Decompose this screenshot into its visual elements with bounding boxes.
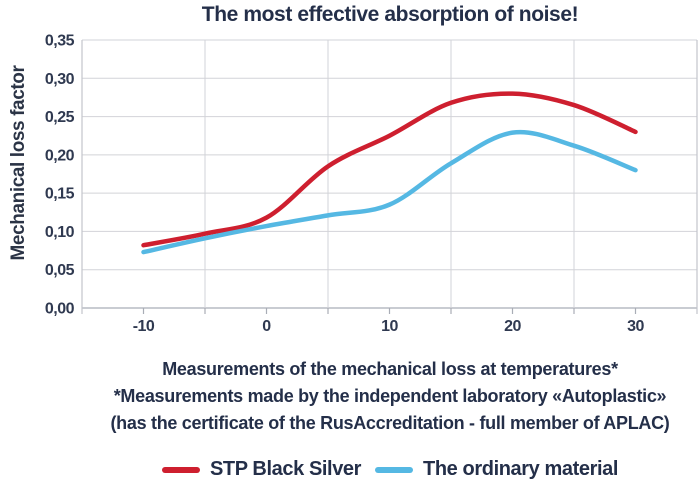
legend-swatch-blue-line bbox=[375, 466, 414, 473]
chart-plot-area: 0,35 0,30 0,25 0,20 0,15 0,10 0,05 0,00 -10 0 10 20… bbox=[45, 33, 698, 335]
legend-item-ordinary-material: The ordinary material bbox=[375, 458, 618, 481]
legend-item-stp-black-silver: STP Black Silver bbox=[161, 458, 362, 481]
x-tick-label: 20 bbox=[504, 318, 521, 335]
caption-line-3: (has the certificate of the RusAccredita… bbox=[110, 413, 670, 433]
chart-title: The most effective absorption of noise! bbox=[201, 3, 579, 26]
x-tick-label: -10 bbox=[133, 318, 155, 335]
legend-swatch-red-line bbox=[161, 466, 200, 473]
chart-legend: STP Black Silver The ordinary material bbox=[82, 458, 698, 481]
legend-label-stp-black-silver: STP Black Silver bbox=[209, 458, 362, 480]
y-tick-label: 0,20 bbox=[45, 147, 75, 164]
y-tick-label: 0,30 bbox=[45, 71, 75, 88]
y-tick-label: 0,00 bbox=[45, 301, 75, 318]
x-tick-label: 30 bbox=[627, 318, 644, 335]
chart-caption: Measurements of the mechanical loss at t… bbox=[82, 356, 698, 437]
y-tick-label: 0,05 bbox=[45, 262, 75, 279]
caption-line-1: Measurements of the mechanical loss at t… bbox=[162, 359, 618, 379]
caption-line-2: *Measurements made by the independent la… bbox=[113, 386, 667, 406]
series-line-stp-black-silver bbox=[141, 91, 638, 248]
x-tick-label: 0 bbox=[262, 318, 271, 335]
series-line-the-ordinary-material bbox=[141, 129, 638, 255]
x-tick-label: 10 bbox=[381, 318, 398, 335]
y-tick-label: 0,35 bbox=[45, 33, 75, 50]
y-tick-label: 0,25 bbox=[45, 109, 75, 126]
y-tick-label: 0,10 bbox=[45, 224, 75, 241]
legend-label-ordinary-material: The ordinary material bbox=[423, 458, 619, 480]
y-tick-label: 0,15 bbox=[45, 186, 75, 203]
